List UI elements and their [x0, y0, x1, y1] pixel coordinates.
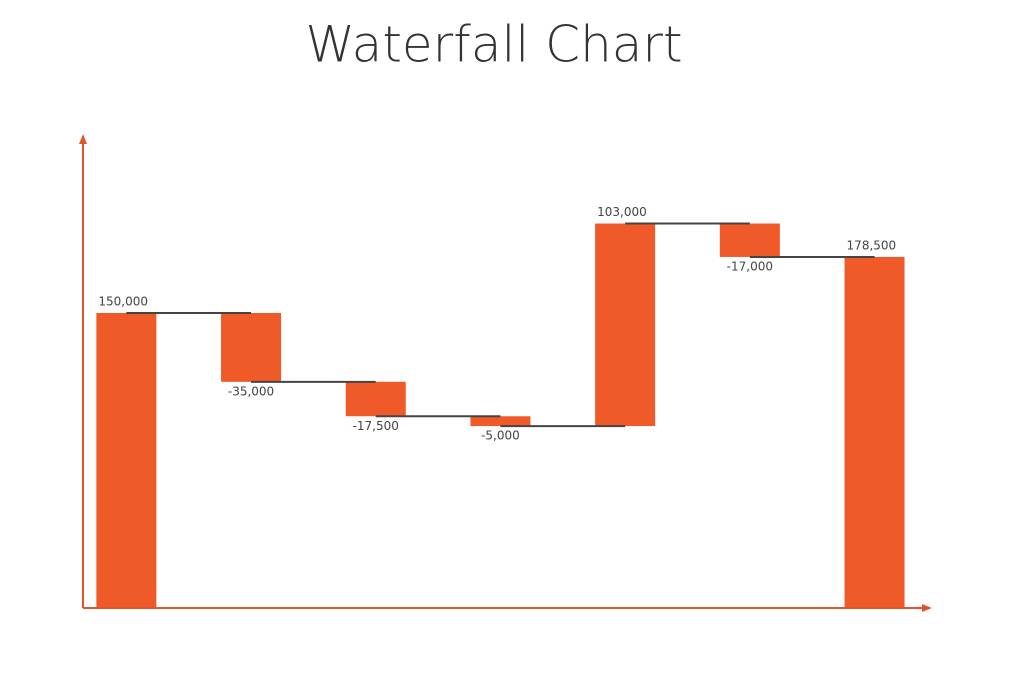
bar	[96, 313, 157, 608]
bar	[595, 223, 656, 427]
value-label: 178,500	[847, 238, 897, 252]
value-label: -5,000	[481, 429, 520, 443]
value-label: 103,000	[597, 205, 647, 219]
value-label: -17,500	[353, 419, 399, 433]
value-label: -35,000	[228, 384, 274, 398]
bar	[470, 416, 531, 427]
bar	[221, 313, 282, 382]
chart-title: Waterfall Chart	[305, 16, 682, 74]
bar	[844, 256, 905, 608]
bar	[719, 223, 780, 257]
x-axis-arrow	[922, 604, 932, 612]
y-axis-arrow	[79, 134, 87, 144]
value-label: 150,000	[98, 295, 148, 309]
bar	[345, 381, 406, 417]
value-label: -17,000	[727, 259, 773, 273]
